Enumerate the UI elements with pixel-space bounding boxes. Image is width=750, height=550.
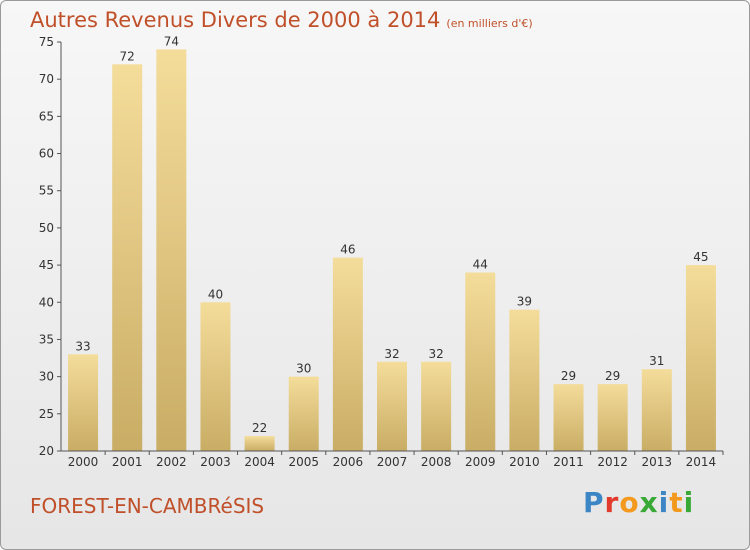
bar-2005 [288, 376, 319, 451]
logo-letter: x [639, 486, 659, 519]
proxiti-logo: Proxiti [583, 486, 694, 519]
y-tick-label: 60 [39, 147, 54, 161]
y-tick-label: 70 [39, 72, 54, 86]
y-tick-label: 55 [39, 184, 54, 198]
x-tick-label-2008: 2008 [421, 455, 452, 469]
x-tick-label-2005: 2005 [288, 455, 319, 469]
x-tick-label-2011: 2011 [553, 455, 584, 469]
y-tick-label: 25 [39, 407, 54, 421]
bar-2002 [156, 49, 187, 451]
y-tick-label: 20 [39, 444, 54, 458]
bar-2011 [553, 384, 584, 451]
bar-2008 [421, 361, 452, 451]
logo-letter: o [619, 486, 640, 519]
value-label-2002: 74 [164, 34, 179, 48]
logo-letter: i [683, 486, 695, 519]
x-tick-label-2006: 2006 [333, 455, 364, 469]
y-tick-label: 65 [39, 109, 54, 123]
y-tick-label: 40 [39, 295, 54, 309]
bar-2003 [200, 302, 231, 451]
logo-letter: t [669, 486, 684, 519]
value-label-2014: 45 [693, 250, 708, 264]
x-tick-label-2000: 2000 [68, 455, 99, 469]
title-text: Autres Revenus Divers de 2000 à 2014 [30, 8, 441, 32]
value-label-2013: 31 [649, 354, 664, 368]
bars-group: 33 72 74 40 22 30 46 32 32 44 39 29 29 31 45 [68, 34, 716, 452]
y-tick-label: 45 [39, 258, 54, 272]
value-label-2001: 72 [120, 49, 135, 63]
bar-2000 [68, 354, 99, 451]
value-label-2006: 46 [340, 243, 355, 257]
x-tick-label-2013: 2013 [642, 455, 673, 469]
bar-2006 [332, 257, 363, 451]
logo-letter: i [658, 486, 670, 519]
logo-letter: P [583, 486, 605, 519]
y-tick-label: 75 [39, 35, 54, 49]
y-tick-label: 35 [39, 332, 54, 346]
bar-2009 [465, 272, 496, 451]
bar-2013 [641, 369, 672, 451]
x-tick-label-2009: 2009 [465, 455, 496, 469]
chart-title: Autres Revenus Divers de 2000 à 2014 (en … [30, 8, 533, 32]
axes-group: 20 25 30 35 40 45 50 55 60 65 70 75 2000 2001 2002 2003… [39, 35, 724, 469]
x-tick-label-2004: 2004 [244, 455, 275, 469]
bar-2012 [597, 384, 628, 451]
value-label-2003: 40 [208, 287, 223, 301]
value-label-2009: 44 [473, 258, 488, 272]
value-label-2010: 39 [517, 295, 532, 309]
bar-2001 [112, 64, 143, 452]
bar-2014 [685, 265, 716, 451]
x-tick-label-2010: 2010 [509, 455, 540, 469]
x-tick-label-2003: 2003 [200, 455, 231, 469]
y-tick-label: 30 [39, 370, 54, 384]
x-tick-label-2012: 2012 [597, 455, 628, 469]
logo-letter: r [604, 486, 620, 519]
bar-2007 [377, 361, 407, 451]
value-label-2008: 32 [428, 347, 443, 361]
y-tick-label: 50 [39, 221, 54, 235]
value-label-2007: 32 [384, 347, 399, 361]
x-tick-label-2001: 2001 [112, 455, 143, 469]
value-label-2005: 30 [296, 362, 311, 376]
value-label-2004: 22 [252, 421, 267, 435]
bar-2004 [244, 436, 275, 451]
value-label-2011: 29 [561, 369, 576, 383]
value-label-2000: 33 [75, 339, 90, 353]
x-tick-label-2002: 2002 [156, 455, 187, 469]
chart-subtitle: (en milliers d'€) [446, 17, 533, 30]
location-label: FOREST-EN-CAMBRéSIS [30, 494, 265, 518]
x-tick-label-2007: 2007 [377, 455, 408, 469]
x-tick-label-2014: 2014 [686, 455, 717, 469]
value-label-2012: 29 [605, 369, 620, 383]
bar-2010 [509, 309, 540, 451]
